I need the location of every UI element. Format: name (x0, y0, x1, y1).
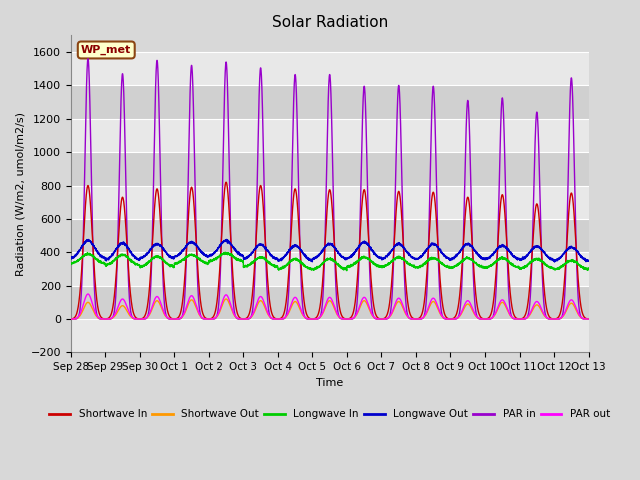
Bar (71, 85, 589, 119)
Bar (71, 52, 589, 85)
Text: WP_met: WP_met (81, 45, 131, 55)
Bar (71, 252, 589, 286)
Title: Solar Radiation: Solar Radiation (271, 15, 388, 30)
Bar (71, 219, 589, 252)
Y-axis label: Radiation (W/m2, umol/m2/s): Radiation (W/m2, umol/m2/s) (15, 112, 25, 276)
Bar (71, 152, 589, 186)
Legend: Shortwave In, Shortwave Out, Longwave In, Longwave Out, PAR in, PAR out: Shortwave In, Shortwave Out, Longwave In… (45, 405, 614, 423)
Bar (71, 286, 589, 319)
Bar (71, 119, 589, 152)
X-axis label: Time: Time (316, 378, 343, 388)
Bar (71, 186, 589, 219)
Bar (71, 319, 589, 352)
